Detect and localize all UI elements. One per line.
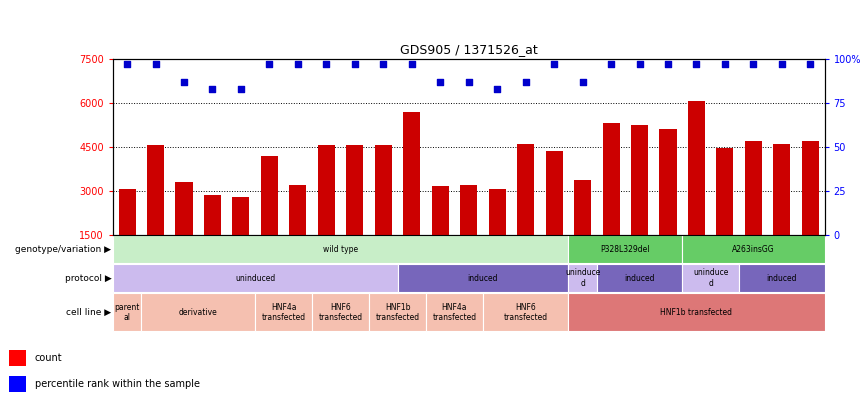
Bar [574, 180, 591, 235]
Text: A263insGG: A263insGG [732, 245, 775, 254]
Point [348, 61, 362, 67]
Bar [119, 190, 135, 235]
Bar [569, 293, 825, 331]
Point [120, 61, 134, 67]
Bar [204, 195, 221, 235]
Point [718, 61, 732, 67]
Point [206, 85, 220, 92]
Bar [9, 350, 26, 366]
Bar [802, 141, 819, 235]
Bar [175, 182, 193, 235]
Bar [489, 190, 506, 235]
Bar [682, 264, 740, 292]
Bar [682, 235, 825, 263]
Bar [398, 264, 569, 292]
Point [689, 61, 703, 67]
Bar [631, 125, 648, 235]
Point [319, 61, 333, 67]
Bar [369, 293, 426, 331]
Text: genotype/variation ▶: genotype/variation ▶ [16, 245, 111, 254]
Bar [483, 293, 569, 331]
Point [519, 79, 533, 85]
Text: HNF4a
transfected: HNF4a transfected [261, 303, 306, 322]
Bar [740, 264, 825, 292]
Text: induced: induced [624, 274, 654, 283]
Point [148, 61, 162, 67]
Title: GDS905 / 1371526_at: GDS905 / 1371526_at [400, 43, 537, 56]
Bar [546, 151, 562, 235]
Text: cell line ▶: cell line ▶ [66, 308, 111, 317]
Point [547, 61, 561, 67]
Point [177, 79, 191, 85]
Point [490, 85, 504, 92]
Bar [318, 145, 335, 235]
Bar [113, 293, 141, 331]
Text: uninduce
d: uninduce d [693, 269, 728, 288]
Point [433, 79, 447, 85]
Point [234, 85, 248, 92]
Point [377, 61, 391, 67]
Bar [569, 264, 597, 292]
Text: P328L329del: P328L329del [601, 245, 650, 254]
Point [633, 61, 647, 67]
Bar [716, 148, 733, 235]
Bar [233, 197, 249, 235]
Bar [404, 111, 420, 235]
Bar [688, 101, 705, 235]
Text: HNF4a
transfected: HNF4a transfected [432, 303, 477, 322]
Text: percentile rank within the sample: percentile rank within the sample [35, 379, 200, 389]
Bar [113, 235, 569, 263]
Bar [261, 156, 278, 235]
Bar [517, 144, 534, 235]
Bar [597, 264, 682, 292]
Text: HNF6
transfected: HNF6 transfected [319, 303, 363, 322]
Bar [289, 185, 306, 235]
Text: induced: induced [468, 274, 498, 283]
Bar [773, 144, 791, 235]
Point [604, 61, 618, 67]
Bar [660, 129, 676, 235]
Text: uninduce
d: uninduce d [565, 269, 601, 288]
Bar [255, 293, 312, 331]
Point [775, 61, 789, 67]
Bar [602, 123, 620, 235]
Text: wild type: wild type [323, 245, 358, 254]
Text: protocol ▶: protocol ▶ [65, 274, 111, 283]
Point [746, 61, 760, 67]
Point [262, 61, 276, 67]
Text: HNF6
transfected: HNF6 transfected [503, 303, 548, 322]
Bar [147, 145, 164, 235]
Text: uninduced: uninduced [235, 274, 275, 283]
Text: HNF1b transfected: HNF1b transfected [661, 308, 733, 317]
Point [575, 79, 589, 85]
Bar [426, 293, 483, 331]
Bar [745, 141, 762, 235]
Text: parent
al: parent al [115, 303, 140, 322]
Text: induced: induced [766, 274, 797, 283]
Bar [569, 235, 682, 263]
Text: count: count [35, 353, 62, 363]
Bar [375, 145, 391, 235]
Point [291, 61, 305, 67]
Point [404, 61, 418, 67]
Point [804, 61, 818, 67]
Bar [346, 145, 364, 235]
Text: HNF1b
transfected: HNF1b transfected [376, 303, 419, 322]
Bar [431, 186, 449, 235]
Point [462, 79, 476, 85]
Bar [460, 185, 477, 235]
Text: derivative: derivative [179, 308, 218, 317]
Bar [113, 264, 398, 292]
Bar [312, 293, 369, 331]
Bar [141, 293, 255, 331]
Point [661, 61, 675, 67]
Bar [9, 376, 26, 392]
